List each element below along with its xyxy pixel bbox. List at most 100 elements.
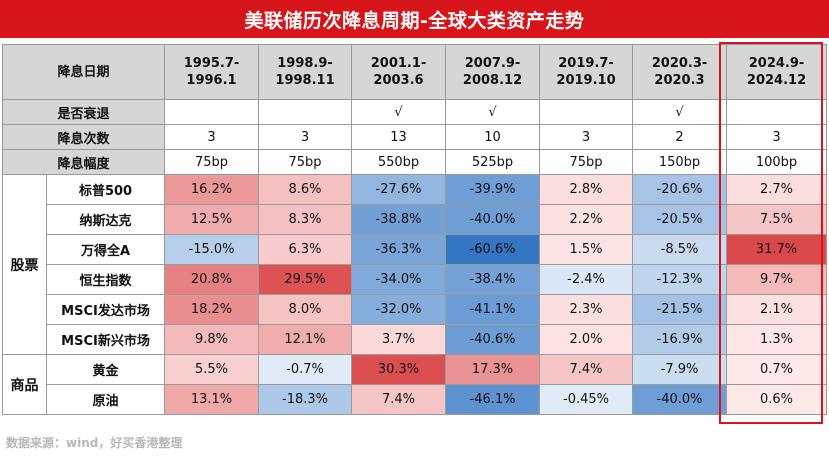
recession-row: 是否衰退 √ √ √ (1, 99, 828, 125)
return-cell: -32.0% (351, 294, 447, 325)
cut-count-row: 降息次数 3 3 13 10 3 2 3 (1, 124, 828, 150)
return-cell: 9.8% (164, 324, 260, 355)
table-cell: 2 (632, 124, 728, 150)
return-cell: -16.9% (632, 324, 728, 355)
return-cell: 2.7% (726, 174, 828, 205)
asset-name: 万得全A (45, 234, 166, 265)
return-cell: 20.8% (164, 264, 260, 295)
period-header: 2019.7- 2019.10 (539, 44, 634, 100)
return-cell: 30.3% (351, 354, 447, 385)
return-cell: -38.8% (351, 204, 447, 235)
return-cell: -8.5% (632, 234, 728, 265)
period-header: 1998.9- 1998.11 (258, 44, 353, 100)
table-cell: √ (445, 99, 541, 125)
table-cell (539, 99, 634, 125)
return-cell: 7.4% (539, 354, 634, 385)
return-cell: 8.0% (258, 294, 353, 325)
return-cell: 2.3% (539, 294, 634, 325)
return-cell: -34.0% (351, 264, 447, 295)
row-label: 降息幅度 (1, 149, 166, 175)
asset-row: 股票 标普500 16.2% 8.6% -27.6% -39.9% 2.8% -20.6% 2.… (2, 174, 828, 355)
data-source-note: 数据来源：wind，好买香港整理 (6, 436, 183, 450)
return-cell: 9.7% (726, 264, 828, 295)
table-cell: 3 (258, 124, 353, 150)
header-date-label: 降息日期 (1, 44, 166, 100)
return-cell: -0.7% (258, 354, 353, 385)
return-cell: 1.5% (539, 234, 634, 265)
return-cell: -38.4% (445, 264, 541, 295)
return-cell: 7.5% (726, 204, 828, 235)
return-cell: 29.5% (258, 264, 353, 295)
table-cell: 100bp (726, 149, 828, 175)
return-cell: 13.1% (164, 384, 260, 415)
table-cell: √ (351, 99, 447, 125)
asset-name: 纳斯达克 (45, 204, 166, 235)
asset-row: 商品 黄金 5.5% -0.7% 30.3% 17.3% 7.4% -7.9% 0.7% (2, 354, 828, 415)
cut-size-row: 降息幅度 75bp 75bp 550bp 525bp 75bp 150bp 10… (1, 149, 828, 175)
table-cell: 150bp (632, 149, 728, 175)
asset-name: MSCI新兴市场 (45, 324, 166, 355)
asset-group-label: 商品 (2, 354, 47, 415)
return-cell: 1.3% (726, 324, 828, 355)
return-cell: -36.3% (351, 234, 447, 265)
row-label: 降息次数 (1, 124, 166, 150)
table-cell (258, 99, 353, 125)
asset-row: 原油 13.1% -18.3% 7.4% -46.1% -0.45% -40.0% 0.6% (3, 384, 828, 415)
return-cell: -0.45% (539, 384, 634, 415)
return-cell: -18.3% (258, 384, 353, 415)
table-cell: √ (632, 99, 728, 125)
row-label: 是否衰退 (1, 99, 166, 125)
return-cell: -20.5% (632, 204, 728, 235)
return-cell: -15.0% (164, 234, 260, 265)
return-cell: -20.6% (632, 174, 728, 205)
table-cell: 10 (445, 124, 541, 150)
return-cell: 12.5% (164, 204, 260, 235)
table-cell: 75bp (164, 149, 260, 175)
return-cell: 8.6% (258, 174, 353, 205)
table-cell: 13 (351, 124, 447, 150)
table-cell: 3 (726, 124, 828, 150)
table-cell: 75bp (539, 149, 634, 175)
return-cell: 2.8% (539, 174, 634, 205)
return-cell: 17.3% (445, 354, 541, 385)
return-cell: -40.6% (445, 324, 541, 355)
asset-row: MSCI发达市场 18.2% 8.0% -32.0% -41.1% 2.3% -21.5% 2… (3, 294, 828, 325)
asset-row: MSCI新兴市场 9.8% 12.1% 3.7% -40.6% 2.0% -16.9% 1.3… (3, 324, 828, 355)
return-cell: 8.3% (258, 204, 353, 235)
return-cell: -27.6% (351, 174, 447, 205)
asset-group-label: 股票 (2, 174, 47, 355)
table-cell: 75bp (258, 149, 353, 175)
return-cell: 6.3% (258, 234, 353, 265)
return-cell: -2.4% (539, 264, 634, 295)
period-header: 1995.7- 1996.1 (164, 44, 260, 100)
period-header: 2007.9- 2008.12 (445, 44, 541, 100)
table-cell: 3 (539, 124, 634, 150)
table-cell: 3 (164, 124, 260, 150)
return-cell: -46.1% (445, 384, 541, 415)
table-cell (726, 99, 828, 125)
asset-row: 恒生指数 20.8% 29.5% -34.0% -38.4% -2.4% -12.3% 9.7… (3, 264, 828, 295)
asset-row: 纳斯达克 12.5% 8.3% -38.8% -40.0% 2.2% -20.5% 7.5% (3, 204, 828, 235)
return-cell: -12.3% (632, 264, 728, 295)
table-cell: 550bp (351, 149, 447, 175)
table-cell: 525bp (445, 149, 541, 175)
asset-name: 原油 (45, 384, 166, 415)
return-cell: 3.7% (351, 324, 447, 355)
return-cell: 0.6% (726, 384, 828, 415)
return-cell: 16.2% (164, 174, 260, 205)
return-cell: 2.0% (539, 324, 634, 355)
asset-name: MSCI发达市场 (45, 294, 166, 325)
header-row: 降息日期 1995.7- 1996.1 1998.9- 1998.11 2001.1… (1, 44, 828, 100)
return-cell: -7.9% (632, 354, 728, 385)
return-cell: 7.4% (351, 384, 447, 415)
return-cell: -40.0% (632, 384, 728, 415)
asset-name: 标普500 (45, 174, 166, 205)
asset-name: 黄金 (45, 354, 166, 385)
return-cell: 12.1% (258, 324, 353, 355)
table-cell (164, 99, 260, 125)
period-header: 2020.3- 2020.3 (632, 44, 728, 100)
return-cell: -39.9% (445, 174, 541, 205)
asset-performance-table: 降息日期 1995.7- 1996.1 1998.9- 1998.11 2001.1… (1, 44, 828, 415)
return-cell: 5.5% (164, 354, 260, 385)
period-header: 2024.9- 2024.12 (726, 44, 828, 100)
